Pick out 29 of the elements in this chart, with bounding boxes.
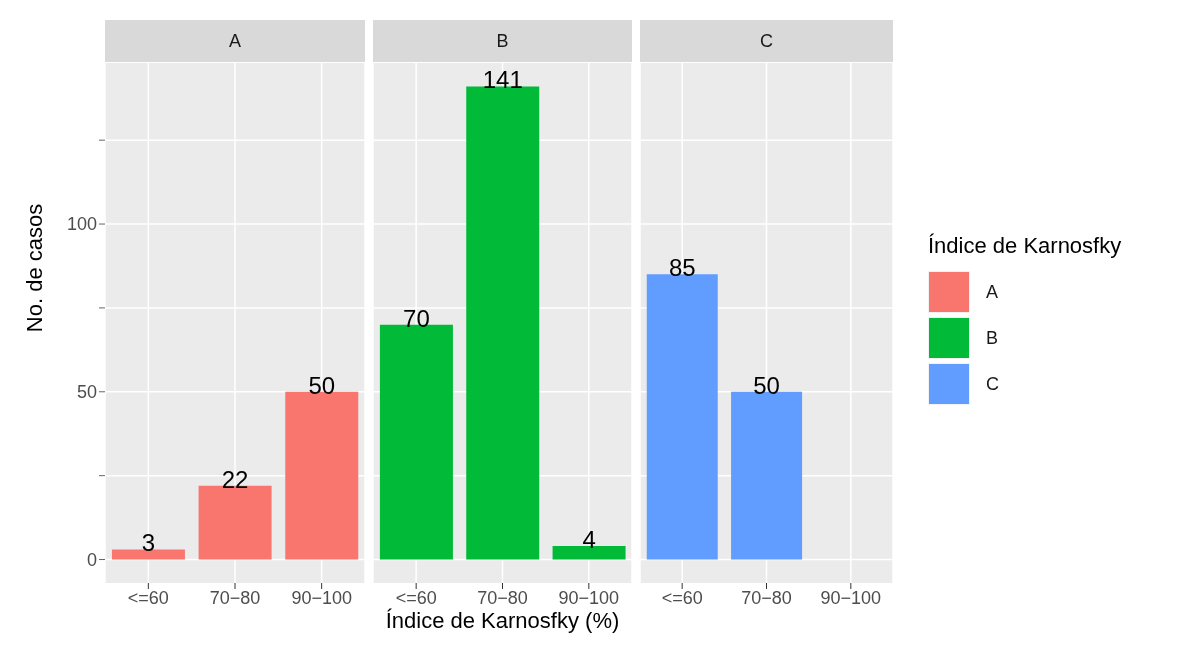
chart-title: A: [105, 20, 365, 62]
x-tick-label: 90−100: [558, 587, 620, 608]
legend-label: C: [986, 373, 999, 395]
x-tick-label: 70−80: [741, 587, 792, 608]
y-tick-label: 100: [66, 214, 97, 235]
chart-title: C: [640, 20, 893, 62]
data-label: 70: [403, 304, 430, 332]
bar: [111, 549, 185, 560]
x-tick-label: 70−80: [477, 587, 528, 608]
data-label: 50: [753, 371, 780, 399]
data-label: 141: [482, 66, 523, 94]
y-axis-title: No. de casos: [22, 203, 48, 333]
x-tick-label: <=60: [395, 587, 437, 608]
chart-title: B: [373, 20, 632, 62]
x-tick-label: <=60: [661, 587, 703, 608]
x-axis-title: Índice de Karnosfky (%): [384, 608, 621, 634]
data-label: 22: [221, 465, 249, 493]
data-label: 3: [141, 529, 156, 557]
y-tick-label: 0: [86, 549, 97, 570]
data-label: 85: [668, 254, 696, 282]
legend-title: Índice de Karnosfky: [928, 233, 1122, 259]
x-tick-label: <=60: [127, 587, 169, 608]
legend-label: A: [986, 281, 999, 303]
x-tick-label: 90−100: [291, 587, 352, 608]
data-label: 50: [308, 371, 336, 399]
y-tick-label: 50: [76, 382, 97, 403]
x-tick-label: 90−100: [820, 587, 882, 608]
legend-label: B: [986, 327, 999, 349]
x-tick-label: 70−80: [209, 587, 261, 608]
